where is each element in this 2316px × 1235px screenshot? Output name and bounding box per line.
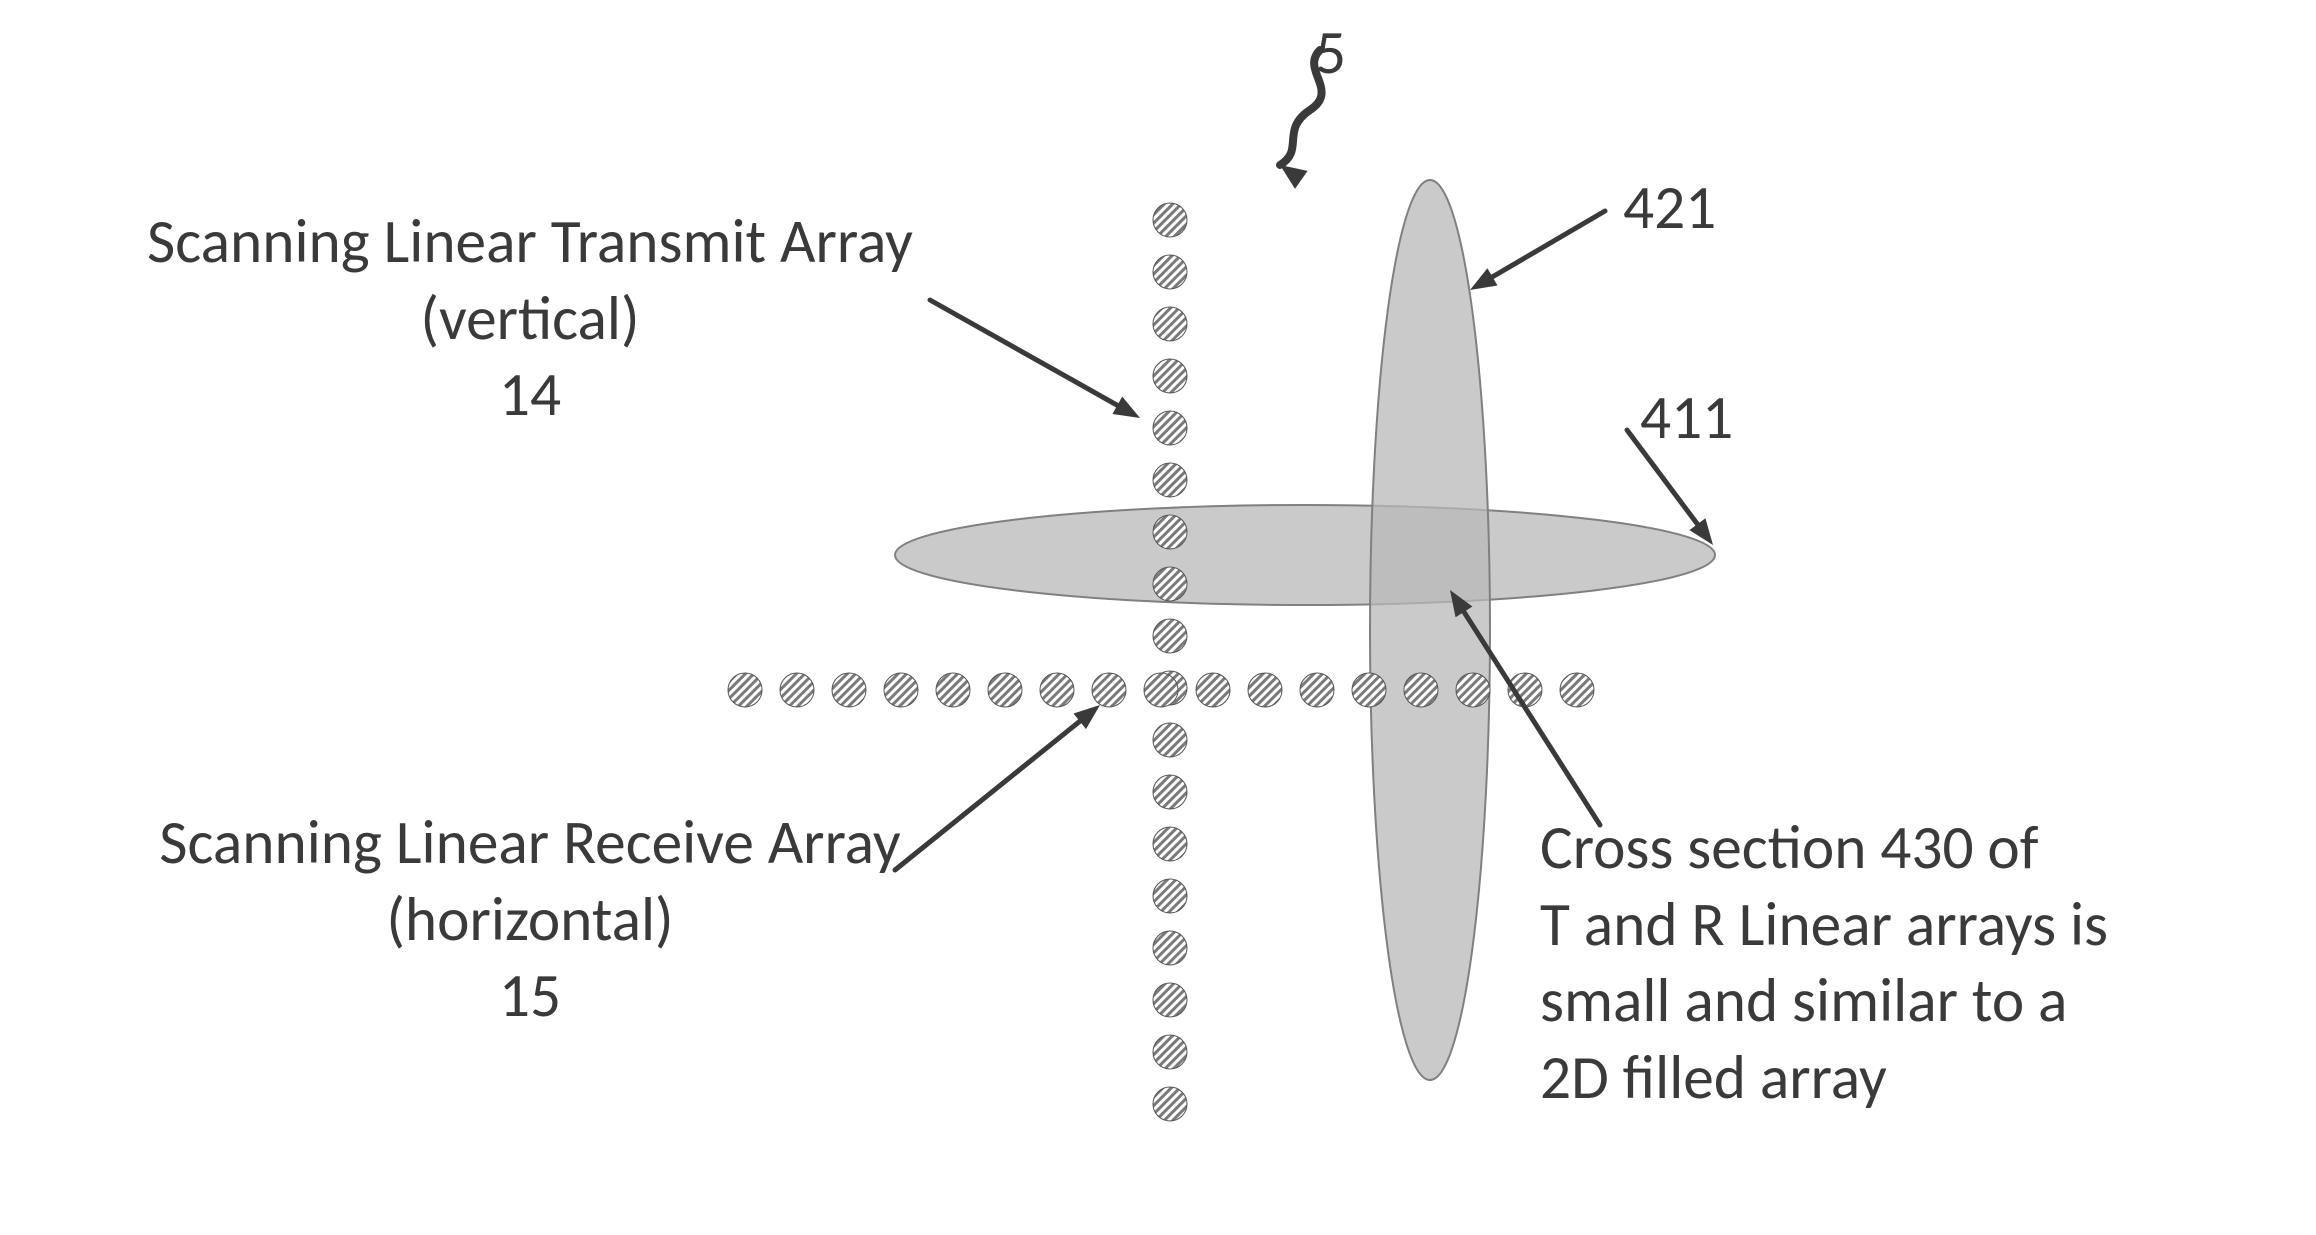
antenna-tx-element <box>1153 359 1187 393</box>
antenna-rx-element <box>1352 673 1386 707</box>
antenna-tx-element <box>1153 879 1187 913</box>
label-num-411: 411 <box>1640 380 1733 457</box>
antenna-rx-element <box>832 673 866 707</box>
beam-ellipse-horizontal <box>895 505 1715 605</box>
antenna-rx-element <box>1040 673 1074 707</box>
antenna-tx-element <box>1153 255 1187 289</box>
arrow-to-421-head <box>1470 268 1497 290</box>
antenna-tx-element <box>1153 567 1187 601</box>
antenna-rx-element <box>1092 673 1126 707</box>
squiggle-arrow-5-head <box>1280 165 1308 189</box>
label-rx-array: Scanning Linear Receive Array (horizonta… <box>120 805 940 1035</box>
arrow-to-tx-head <box>1112 397 1140 418</box>
antenna-tx-element <box>1153 619 1187 653</box>
arrow-to-421 <box>1492 211 1605 277</box>
antenna-tx-element <box>1153 515 1187 549</box>
label-top-number: 5 <box>1315 15 1346 92</box>
antenna-tx-element <box>1153 411 1187 445</box>
label-cross-section: Cross section 430 of T and R Linear arra… <box>1540 810 2108 1117</box>
label-tx-array: Scanning Linear Transmit Array (vertical… <box>120 204 940 434</box>
antenna-tx-element <box>1153 723 1187 757</box>
antenna-rx-element <box>936 673 970 707</box>
antenna-tx-element <box>1153 1087 1187 1121</box>
antenna-tx-element <box>1153 463 1187 497</box>
antenna-rx-element <box>780 673 814 707</box>
antenna-rx-element <box>1456 673 1490 707</box>
antenna-tx-element <box>1153 775 1187 809</box>
antenna-rx-element <box>1404 673 1438 707</box>
antenna-tx-element <box>1153 307 1187 341</box>
beam-ellipse-vertical <box>1370 180 1490 1080</box>
antenna-tx-element <box>1153 1035 1187 1069</box>
antenna-rx-element <box>1300 673 1334 707</box>
antenna-tx-element <box>1153 203 1187 237</box>
label-num-421: 421 <box>1623 170 1716 247</box>
antenna-tx-element <box>1153 983 1187 1017</box>
antenna-rx-element <box>1196 673 1230 707</box>
antenna-tx-element <box>1153 931 1187 965</box>
antenna-rx-element <box>1560 673 1594 707</box>
arrow-to-tx <box>930 300 1117 405</box>
antenna-rx-element <box>988 673 1022 707</box>
antenna-rx-element <box>884 673 918 707</box>
antenna-rx-element <box>1248 673 1282 707</box>
antenna-rx-element <box>728 673 762 707</box>
antenna-tx-element <box>1153 827 1187 861</box>
antenna-rx-element <box>1144 673 1178 707</box>
